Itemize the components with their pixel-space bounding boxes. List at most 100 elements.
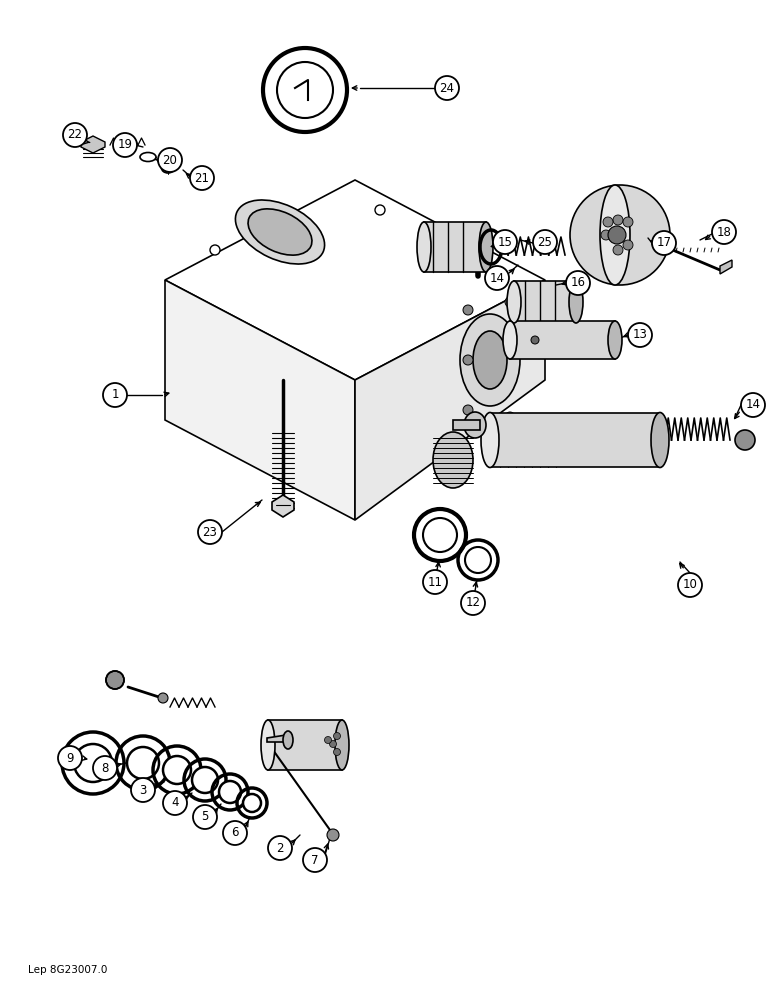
Circle shape	[423, 570, 447, 594]
Ellipse shape	[235, 200, 324, 264]
Circle shape	[628, 323, 652, 347]
Circle shape	[268, 836, 292, 860]
Ellipse shape	[140, 152, 156, 161]
Circle shape	[303, 848, 327, 872]
Circle shape	[74, 744, 112, 782]
Circle shape	[463, 305, 473, 315]
Circle shape	[375, 205, 385, 215]
Circle shape	[741, 393, 765, 417]
Ellipse shape	[261, 720, 275, 770]
Text: 19: 19	[117, 138, 133, 151]
Circle shape	[158, 693, 168, 703]
Circle shape	[465, 547, 491, 573]
Circle shape	[623, 217, 633, 227]
Circle shape	[210, 245, 220, 255]
Text: 9: 9	[66, 752, 74, 764]
Text: 13: 13	[632, 328, 648, 342]
Polygon shape	[720, 260, 732, 274]
Polygon shape	[355, 280, 545, 520]
Text: 3: 3	[139, 784, 147, 796]
Ellipse shape	[651, 412, 669, 468]
Polygon shape	[272, 495, 294, 517]
Circle shape	[505, 412, 515, 422]
Ellipse shape	[600, 185, 630, 285]
Circle shape	[678, 573, 702, 597]
Circle shape	[163, 756, 191, 784]
Circle shape	[652, 231, 676, 255]
Circle shape	[327, 829, 339, 841]
Circle shape	[334, 748, 340, 756]
Circle shape	[163, 791, 187, 815]
Text: 12: 12	[466, 596, 480, 609]
Circle shape	[435, 76, 459, 100]
Ellipse shape	[161, 163, 174, 173]
Ellipse shape	[433, 432, 473, 488]
Ellipse shape	[464, 412, 486, 438]
Text: 14: 14	[489, 271, 504, 284]
Text: 4: 4	[171, 796, 179, 810]
Ellipse shape	[481, 412, 499, 468]
Polygon shape	[268, 720, 342, 770]
Text: 20: 20	[163, 153, 178, 166]
Circle shape	[127, 747, 159, 779]
Circle shape	[493, 230, 517, 254]
Circle shape	[613, 233, 623, 243]
Polygon shape	[165, 280, 355, 520]
Circle shape	[485, 266, 509, 290]
Text: 5: 5	[201, 810, 208, 824]
Circle shape	[277, 62, 333, 118]
Circle shape	[461, 591, 485, 615]
Text: 24: 24	[439, 82, 455, 95]
Text: 18: 18	[716, 226, 731, 238]
Text: 2: 2	[276, 842, 284, 854]
Circle shape	[219, 781, 241, 803]
Text: 10: 10	[682, 578, 697, 591]
Circle shape	[601, 230, 611, 240]
Polygon shape	[510, 321, 615, 359]
Circle shape	[243, 794, 261, 812]
Text: 1: 1	[111, 388, 119, 401]
Polygon shape	[165, 180, 545, 380]
Circle shape	[608, 226, 626, 244]
Ellipse shape	[335, 720, 349, 770]
Circle shape	[613, 215, 623, 225]
Ellipse shape	[479, 222, 493, 272]
Circle shape	[570, 185, 670, 285]
Polygon shape	[81, 136, 105, 153]
Circle shape	[223, 821, 247, 845]
Circle shape	[58, 746, 82, 770]
Circle shape	[566, 271, 590, 295]
Circle shape	[190, 166, 214, 190]
Text: 8: 8	[101, 762, 109, 774]
Circle shape	[330, 740, 337, 748]
Circle shape	[423, 518, 457, 552]
Text: 7: 7	[311, 854, 319, 866]
Polygon shape	[424, 222, 486, 272]
Circle shape	[712, 220, 736, 244]
Ellipse shape	[248, 209, 312, 255]
Circle shape	[131, 778, 155, 802]
Ellipse shape	[417, 222, 431, 272]
Text: Lep 8G23007.0: Lep 8G23007.0	[28, 965, 107, 975]
Text: 22: 22	[67, 128, 83, 141]
Circle shape	[603, 217, 613, 227]
Circle shape	[193, 805, 217, 829]
Ellipse shape	[473, 331, 507, 389]
Text: 25: 25	[537, 235, 553, 248]
Text: 16: 16	[571, 276, 585, 290]
Circle shape	[505, 297, 515, 307]
Circle shape	[324, 736, 331, 744]
Polygon shape	[514, 281, 576, 323]
Ellipse shape	[608, 321, 622, 359]
Ellipse shape	[507, 281, 521, 323]
Circle shape	[463, 405, 473, 415]
Circle shape	[158, 148, 182, 172]
Circle shape	[113, 133, 137, 157]
Text: 15: 15	[498, 235, 513, 248]
Circle shape	[735, 430, 755, 450]
Ellipse shape	[569, 281, 583, 323]
Text: 14: 14	[746, 398, 760, 412]
Circle shape	[613, 245, 623, 255]
Polygon shape	[490, 413, 660, 467]
Circle shape	[334, 732, 340, 740]
